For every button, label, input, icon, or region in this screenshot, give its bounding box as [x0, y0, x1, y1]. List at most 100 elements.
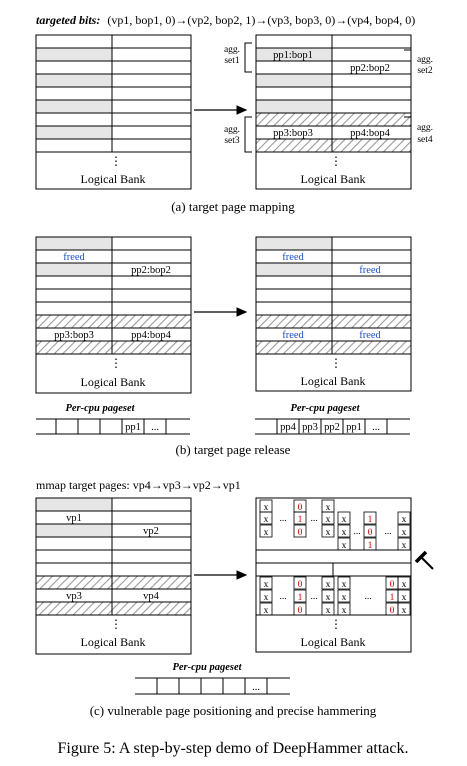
c-cell-ellipsis: ...	[364, 592, 371, 602]
b-right-bank-label: Logical Bank	[301, 374, 366, 388]
b-left-pageset-cell: pp1	[125, 422, 141, 433]
c-cell-ellipsis: ...	[310, 592, 317, 602]
c-cell-ellipsis: ...	[279, 514, 286, 524]
c-cell-x: x	[402, 593, 407, 603]
c-vp1-label: vp1	[66, 513, 82, 524]
c-cell-x: x	[326, 503, 331, 513]
a-header-sequence: (vp1, bop1, 0)→(vp2, bop2, 1)→(vp3, bop3…	[107, 13, 415, 27]
b-right-freed-label-1: freed	[282, 252, 304, 263]
c-cell-x: x	[326, 593, 331, 603]
a-right-bank-label: Logical Bank	[301, 172, 366, 186]
c-cell-bit-1: 1	[390, 593, 395, 603]
panel-a: targeted bits: (vp1, bop1, 0)→(vp2, bop2…	[35, 13, 433, 214]
c-left-bank: vp1 vp2 vp3 vp4 ⋮ Logical Bank	[35, 497, 192, 655]
vertical-ellipsis-icon: ⋮	[110, 356, 122, 370]
b-right-pageset: pp4 pp3 pp2 pp1 ...	[255, 418, 410, 435]
b-right-freed-label-3: freed	[282, 330, 304, 341]
c-cell-x: x	[342, 528, 347, 538]
c-cell-x: x	[326, 515, 331, 525]
figure-caption: Figure 5: A step-by-step demo of DeepHam…	[57, 740, 408, 757]
c-cell-ellipsis: ...	[310, 514, 317, 524]
c-cell-x: x	[264, 515, 269, 525]
c-pageset-title: Per-cpu pageset	[172, 662, 242, 673]
b-right-pageset-title: Per-cpu pageset	[290, 403, 360, 414]
c-cell-x: x	[402, 528, 407, 538]
svg-text:set1: set1	[224, 56, 240, 66]
panel-c: mmap target pages: vp4→vp3→vp2→vp1 vp1 v…	[35, 478, 434, 718]
vertical-ellipsis-icon: ⋮	[110, 617, 122, 631]
b-pp2-label: pp2:bop2	[131, 265, 171, 276]
b-left-pageset-ellipsis: ...	[151, 422, 159, 433]
c-pageset-ellipsis: ...	[252, 682, 260, 693]
c-cell-x: x	[264, 580, 269, 590]
svg-text:set2: set2	[417, 66, 433, 76]
c-cell-x: x	[326, 528, 331, 538]
c-vp2-label: vp2	[143, 526, 159, 537]
b-pp4-label: pp4:bop4	[131, 330, 171, 341]
agg-set3-bracket: agg. set3	[224, 116, 252, 153]
b-right-pageset-cell-pp4: pp4	[280, 422, 297, 433]
b-left-pageset-title: Per-cpu pageset	[65, 403, 135, 414]
c-vp3-label: vp3	[66, 591, 82, 602]
hammer-icon	[414, 550, 434, 570]
vertical-ellipsis-icon: ⋮	[330, 356, 342, 370]
agg-set4-bracket: agg. set4	[404, 116, 433, 153]
b-left-bank-label: Logical Bank	[81, 375, 146, 389]
c-cell-ellipsis: ...	[384, 527, 391, 537]
c-cell-bit-0: 0	[298, 606, 303, 616]
a-right-bank: pp1:bop1 pp2:bop2 pp3:bop3 pp4:bop4 ⋮ Lo…	[255, 34, 412, 190]
c-cell-bit-1: 1	[368, 515, 373, 525]
c-cell-bit-1: 1	[298, 515, 303, 525]
c-cell-x: x	[342, 606, 347, 616]
b-right-pageset-ellipsis: ...	[372, 422, 380, 433]
vertical-ellipsis-icon: ⋮	[110, 154, 122, 168]
vertical-ellipsis-icon: ⋮	[330, 154, 342, 168]
c-cell-x: x	[342, 580, 347, 590]
c-right-bank: x 0 x x ... 1 ... x x 1 x x 0 x x ... 0 …	[255, 497, 412, 653]
svg-text:agg.: agg.	[417, 123, 433, 133]
c-header: mmap target pages: vp4→vp3→vp2→vp1	[36, 478, 241, 492]
b-left-freed-label: freed	[63, 252, 85, 263]
b-right-pageset-cell-pp2: pp2	[324, 422, 340, 433]
c-cell-x: x	[402, 606, 407, 616]
a-left-bank-label: Logical Bank	[81, 172, 146, 186]
c-cell-x: x	[342, 541, 347, 551]
b-right-bank: freed freed freed freed ⋮ Logical Bank	[255, 236, 412, 392]
c-cell-x: x	[264, 528, 269, 538]
c-right-bank-label: Logical Bank	[301, 635, 366, 649]
a-caption: (a) target page mapping	[171, 199, 295, 214]
c-cell-x: x	[264, 606, 269, 616]
svg-text:targeted bits: (vp1, bop: targeted bits: (vp1, bop1, 0)→(vp2, bop2…	[36, 13, 415, 27]
c-cell-bit-1: 1	[368, 541, 373, 551]
b-right-freed-label-2: freed	[359, 265, 381, 276]
c-cell-bit-0: 0	[298, 503, 303, 513]
a-pp3-label: pp3:bop3	[273, 128, 313, 139]
vertical-ellipsis-icon: ⋮	[330, 617, 342, 631]
a-pp2-label: pp2:bop2	[350, 63, 390, 74]
c-cell-x: x	[402, 515, 407, 525]
svg-text:agg.: agg.	[417, 55, 433, 65]
a-pp4-label: pp4:bop4	[350, 128, 390, 139]
a-pp1-label: pp1:bop1	[273, 50, 313, 61]
c-cell-x: x	[264, 593, 269, 603]
c-cell-bit-1: 1	[298, 593, 303, 603]
svg-text:set4: set4	[417, 135, 433, 145]
svg-text:agg.: agg.	[224, 125, 240, 135]
c-upper-grid	[259, 499, 411, 551]
svg-text:agg.: agg.	[224, 45, 240, 55]
c-cell-x: x	[326, 606, 331, 616]
panel-b: freed pp2:bop2 pp3:bop3 pp4:bop4 ⋮ Logic…	[35, 236, 412, 457]
c-cell-x: x	[342, 515, 347, 525]
c-cell-x: x	[402, 541, 407, 551]
b-right-pageset-cell-pp1: pp1	[346, 422, 362, 433]
b-pp3-label: pp3:bop3	[54, 330, 94, 341]
c-pageset: ...	[135, 677, 290, 695]
b-left-pageset: pp1 ...	[36, 418, 190, 435]
b-right-pageset-cell-pp3: pp3	[302, 422, 318, 433]
c-cell-x: x	[342, 593, 347, 603]
c-left-bank-label: Logical Bank	[81, 635, 146, 649]
c-caption: (c) vulnerable page positioning and prec…	[90, 703, 377, 718]
c-cell-bit-0: 0	[298, 580, 303, 590]
b-caption: (b) target page release	[176, 442, 291, 457]
b-left-bank: freed pp2:bop2 pp3:bop3 pp4:bop4 ⋮ Logic…	[35, 236, 192, 394]
